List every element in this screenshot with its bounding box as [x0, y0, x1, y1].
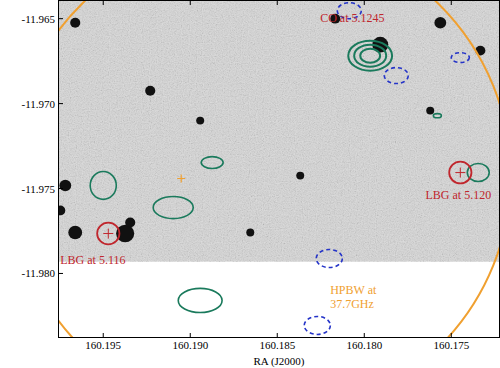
x-tick: [451, 0, 452, 338]
negative-contour: [316, 250, 342, 268]
x-tick: [364, 0, 365, 338]
x-tick-label: 160.195: [85, 339, 121, 351]
beam-label: 37.7GHz: [330, 297, 374, 311]
co-contour: [348, 41, 392, 71]
x-tick-label: 160.185: [259, 339, 295, 351]
beam-circle: [58, 0, 500, 338]
lbg-label: LBG at 5.120: [425, 188, 491, 202]
y-tick-label: -11.980: [21, 267, 55, 279]
source: [296, 172, 304, 180]
negative-contour: [304, 316, 330, 334]
contour: [90, 172, 116, 200]
y-tick-label: -11.965: [21, 13, 55, 25]
y-tick-label: -11.970: [21, 98, 55, 110]
lbg-cross: [103, 229, 113, 239]
image-noise: [58, 0, 500, 262]
x-tick-label: 160.175: [433, 339, 469, 351]
source: [434, 17, 446, 29]
contour: [433, 114, 441, 118]
y-tick-label: -11.975: [21, 183, 55, 195]
source: [59, 180, 71, 192]
co-contour: [354, 45, 386, 67]
source: [145, 86, 155, 96]
beam-label: HPBW at: [330, 283, 377, 297]
y-tick: [58, 188, 63, 189]
source: [196, 117, 204, 125]
negative-contour: [451, 53, 469, 63]
contour: [178, 288, 222, 312]
lbg-cross: [455, 168, 465, 178]
source: [58, 206, 65, 216]
y-tick: [58, 18, 63, 19]
source: [70, 18, 80, 28]
pointing-center: [177, 175, 185, 183]
lbg-label: LBG at 5.116: [60, 253, 125, 267]
sky-map: CO at 5.1245 LBG at 5.116 LBG at 5.120 HPBW…: [0, 0, 500, 368]
contour: [153, 197, 193, 219]
labels: CO at 5.1245 LBG at 5.116 LBG at 5.120 HPBW…: [21, 11, 491, 368]
x-tick-label: 160.190: [172, 339, 208, 351]
lbg-circle: [449, 162, 471, 184]
co-label: CO at 5.1245: [320, 11, 384, 25]
optical-image: [58, 0, 500, 262]
source: [125, 218, 135, 228]
y-tick: [58, 103, 63, 104]
lbg-circle: [97, 223, 119, 245]
co-contour: [360, 49, 380, 63]
x-axis-label: RA (J2000): [253, 355, 304, 368]
x-tick-label: 160.180: [346, 339, 382, 351]
source: [68, 226, 82, 240]
plot-area: [58, 0, 500, 338]
y-tick: [58, 273, 63, 274]
source: [426, 107, 434, 115]
negative-contour: [384, 68, 408, 84]
x-tick: [190, 0, 191, 338]
frame: [59, 1, 500, 338]
x-tick: [103, 0, 104, 338]
source: [246, 229, 254, 237]
contour: [201, 157, 223, 169]
x-tick: [277, 0, 278, 338]
